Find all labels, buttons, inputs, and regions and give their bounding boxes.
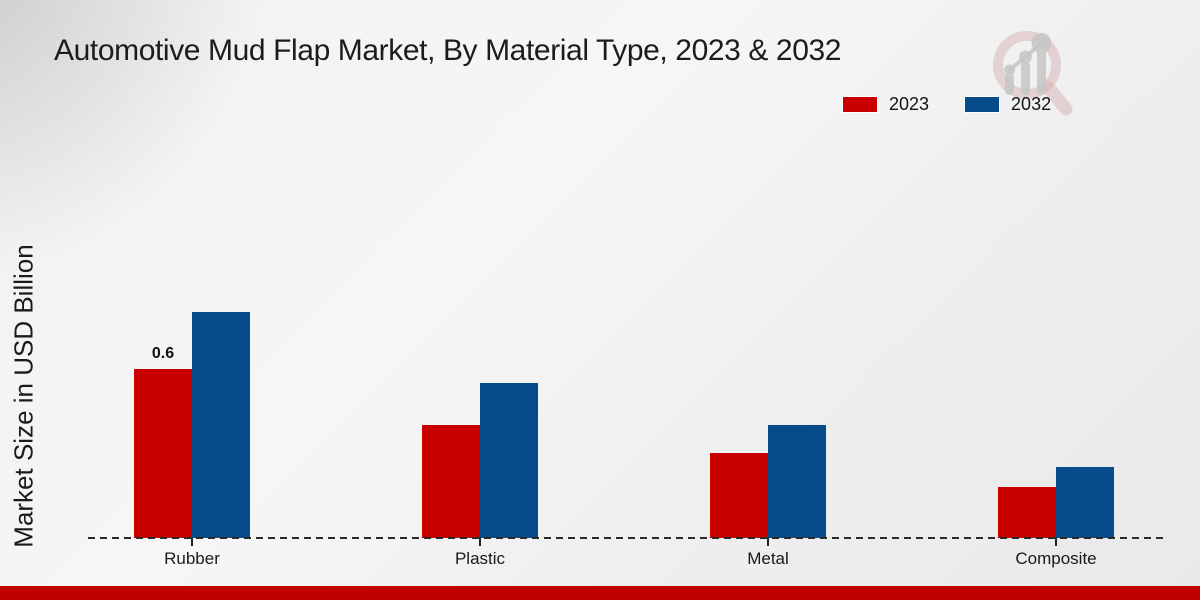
category-label-plastic: Plastic	[454, 549, 506, 568]
category-label-rubber: Rubber	[164, 549, 220, 568]
x-axis-baseline	[88, 537, 1164, 539]
bar-2032-plastic	[480, 383, 538, 538]
x-axis-tick	[1055, 538, 1057, 546]
legend-swatch-2032	[965, 97, 1000, 112]
bar-pair	[710, 425, 826, 538]
bar-2032-rubber	[192, 312, 250, 538]
bar-pair: 0.6	[134, 312, 250, 538]
chart-title: Automotive Mud Flap Market, By Material …	[54, 34, 842, 67]
category-label-composite: Composite	[1015, 549, 1097, 568]
legend-swatch-2023	[843, 97, 877, 112]
bar-2023-metal	[710, 453, 768, 538]
plot-area: 0.6 Rubber Plastic Metal Composite	[48, 0, 1200, 568]
legend: 2023 2032	[843, 94, 1051, 115]
bar-2032-composite	[1056, 467, 1114, 538]
x-axis-tick	[479, 538, 481, 546]
legend-item-2032: 2032	[965, 94, 1051, 115]
y-axis-title: Market Size in USD Billion	[8, 244, 39, 548]
footer-red-band	[0, 586, 1200, 600]
category-group-composite: Composite	[912, 0, 1200, 568]
category-group-rubber: 0.6 Rubber	[48, 0, 336, 568]
legend-label-2032: 2032	[1011, 94, 1052, 114]
bar-2032-metal	[768, 425, 826, 538]
bar-pair	[998, 467, 1114, 538]
bar-data-label: 0.6	[151, 345, 175, 362]
bar-2023-plastic	[422, 425, 480, 538]
bar-pair	[422, 383, 538, 538]
legend-label-2023: 2023	[889, 94, 930, 114]
category-group-metal: Metal	[624, 0, 912, 568]
x-axis-tick	[767, 538, 769, 546]
category-group-plastic: Plastic	[336, 0, 624, 568]
bar-2023-rubber: 0.6	[134, 345, 192, 538]
magnifier-growth-chart-logo	[993, 31, 1073, 116]
category-label-metal: Metal	[747, 549, 789, 568]
legend-item-2023: 2023	[843, 94, 929, 115]
x-axis-tick	[191, 538, 193, 546]
bar-2023-composite	[998, 487, 1056, 538]
